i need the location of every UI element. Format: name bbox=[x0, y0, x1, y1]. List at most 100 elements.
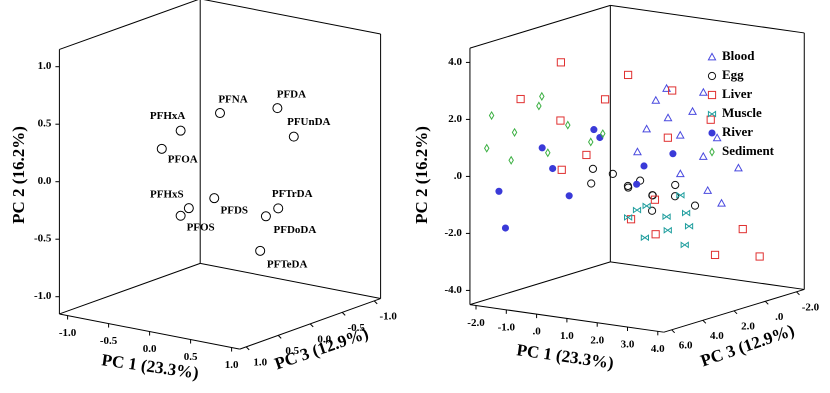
point bbox=[706, 115, 715, 124]
y-axis-title: PC 2 (16.2%) bbox=[9, 126, 28, 224]
box-edge bbox=[239, 298, 381, 350]
z-tick-label: .0 bbox=[775, 311, 784, 323]
box-edge bbox=[200, 262, 381, 300]
x-tick-label: 1.0 bbox=[560, 330, 574, 342]
point bbox=[582, 150, 591, 160]
point bbox=[668, 86, 677, 95]
point bbox=[642, 202, 651, 210]
point bbox=[680, 241, 689, 249]
z-tick bbox=[702, 319, 707, 324]
legend-marker bbox=[707, 110, 717, 118]
z-tick-label: -2.0 bbox=[802, 301, 820, 313]
point-label: PFNA bbox=[218, 94, 247, 106]
point-label: PFTeDA bbox=[267, 258, 308, 270]
point bbox=[698, 87, 708, 96]
z-tick bbox=[341, 311, 346, 316]
y-tick-label: -0.5 bbox=[34, 233, 52, 245]
point bbox=[536, 101, 542, 111]
point bbox=[640, 162, 648, 170]
legend-marker bbox=[707, 52, 717, 61]
point bbox=[175, 125, 186, 136]
z-tick bbox=[671, 329, 676, 334]
x-tick-label: -2.0 bbox=[467, 317, 485, 329]
point bbox=[675, 169, 685, 178]
point bbox=[633, 147, 642, 156]
point bbox=[549, 164, 557, 173]
x-tick-label: -1.0 bbox=[59, 327, 77, 339]
point bbox=[624, 70, 633, 80]
point bbox=[495, 187, 503, 195]
point bbox=[255, 245, 266, 256]
z-tick-label: 6.0 bbox=[679, 339, 693, 351]
y-tick-label: 2.0 bbox=[448, 113, 462, 125]
z-tick bbox=[277, 334, 282, 339]
point bbox=[215, 108, 225, 119]
point bbox=[738, 224, 747, 234]
point bbox=[556, 116, 565, 125]
point bbox=[651, 95, 661, 104]
point-label: PFTrDA bbox=[272, 188, 313, 200]
point bbox=[663, 133, 672, 142]
box-edge bbox=[610, 261, 805, 290]
box-edge bbox=[610, 4, 805, 34]
point bbox=[633, 180, 641, 188]
point-label: PFOS bbox=[187, 221, 215, 233]
z-tick-label: 2.0 bbox=[741, 320, 755, 332]
point bbox=[488, 110, 495, 121]
z-tick bbox=[764, 300, 769, 305]
z-tick-label: -1.0 bbox=[379, 310, 397, 322]
z-tick bbox=[796, 291, 800, 296]
point bbox=[260, 211, 271, 222]
legend-label: Blood bbox=[722, 48, 755, 63]
y-tick-label: 1.0 bbox=[38, 60, 52, 72]
point bbox=[183, 203, 194, 214]
point-label: PFUnDA bbox=[287, 116, 330, 128]
point bbox=[663, 226, 672, 234]
y-tick-label: .0 bbox=[454, 170, 463, 182]
point bbox=[703, 185, 713, 194]
point bbox=[556, 58, 565, 67]
point bbox=[671, 180, 680, 190]
point bbox=[669, 150, 677, 158]
y-tick-label: 0.0 bbox=[38, 175, 52, 187]
legend-marker bbox=[707, 90, 717, 100]
point-label: PFDoDA bbox=[274, 224, 317, 236]
y-axis-title: PC 2 (16.2%) bbox=[412, 126, 431, 224]
legend-marker bbox=[707, 71, 717, 81]
point-label: PFOA bbox=[168, 153, 198, 165]
x-tick-label: 1.0 bbox=[225, 359, 239, 371]
z-tick bbox=[245, 346, 250, 351]
z-tick-label: 0.5 bbox=[285, 345, 299, 357]
point bbox=[539, 91, 545, 101]
point bbox=[688, 106, 697, 115]
point bbox=[642, 124, 652, 133]
point bbox=[647, 206, 657, 215]
chart: -4.0 -2.0 .0 2.0 4.0 -2.0 -1.0 .0 1.0 2.0 3.0 4.0 6.… bbox=[412, 4, 820, 373]
y-tick-label: 0.5 bbox=[38, 118, 52, 130]
y-tick-label: 4.0 bbox=[448, 56, 462, 68]
z-tick-label: 4.0 bbox=[710, 330, 724, 342]
point bbox=[209, 193, 220, 204]
z-tick-label: 0.0 bbox=[317, 333, 331, 345]
x-tick-label: -1.0 bbox=[498, 321, 516, 333]
point bbox=[662, 213, 671, 221]
box-edge bbox=[203, 0, 381, 35]
legend-label: Egg bbox=[722, 67, 744, 82]
point bbox=[156, 143, 167, 154]
point bbox=[273, 203, 284, 214]
point-label: PFDS bbox=[221, 205, 249, 217]
x-tick-label: 2.0 bbox=[590, 334, 604, 346]
z-tick bbox=[733, 310, 738, 315]
point bbox=[590, 126, 598, 134]
point-label: PFDA bbox=[277, 89, 306, 101]
point bbox=[608, 169, 617, 179]
point bbox=[712, 133, 722, 142]
y-tick-label: -4.0 bbox=[445, 284, 463, 296]
point bbox=[624, 183, 633, 192]
point bbox=[648, 191, 657, 200]
x-tick-label: .0 bbox=[532, 326, 541, 338]
point bbox=[588, 137, 594, 147]
y-tick-label: -2.0 bbox=[445, 227, 463, 239]
point bbox=[288, 131, 299, 142]
